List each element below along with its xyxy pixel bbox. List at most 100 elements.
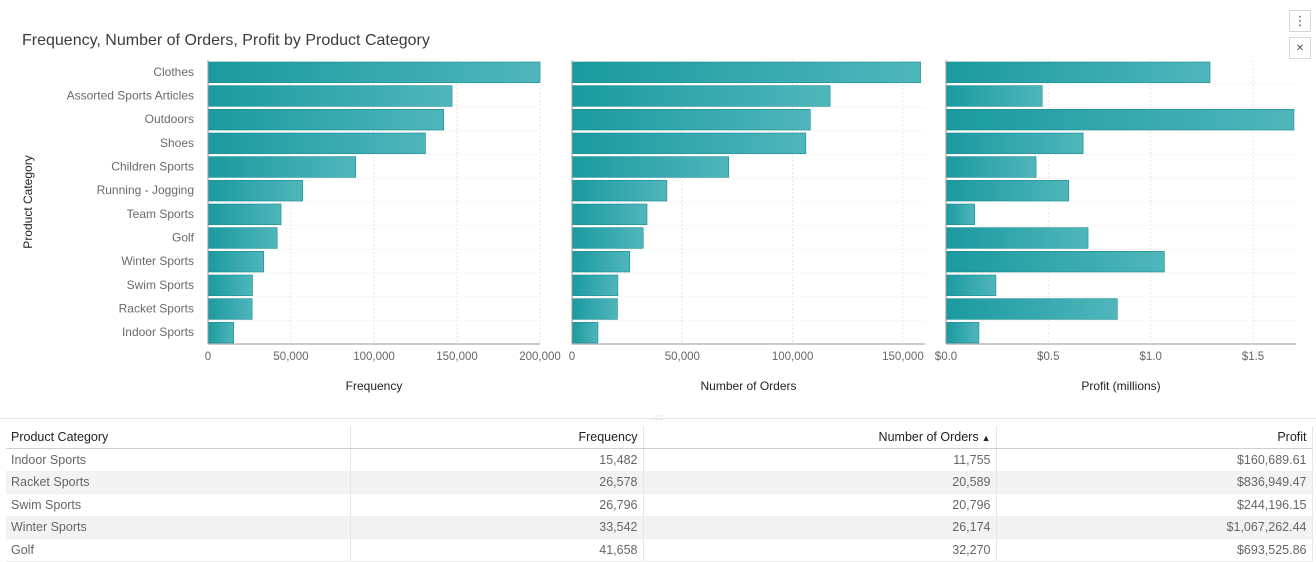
category-label: Outdoors — [145, 112, 194, 126]
bar — [571, 227, 644, 249]
cell-orders: 20,589 — [643, 471, 997, 494]
cell-frequency: 26,578 — [350, 471, 644, 494]
table-row[interactable]: Golf 41,658 32,270 $693,525.86 — [6, 538, 1313, 562]
x-axis-title: Frequency — [346, 379, 403, 393]
x-axis-title: Number of Orders — [700, 379, 796, 393]
bar — [207, 322, 235, 344]
bar — [945, 274, 997, 296]
tick-label: 100,000 — [772, 351, 814, 363]
cell-category: Indoor Sports — [6, 448, 351, 472]
y-axis-title: Product Category — [21, 155, 35, 248]
tick-label: 200,000 — [519, 351, 561, 363]
bar — [945, 132, 1084, 154]
bar — [207, 109, 445, 131]
cell-frequency: 26,796 — [350, 493, 644, 517]
cell-orders: 20,796 — [643, 493, 997, 517]
chart-title: Frequency, Number of Orders, Profit by P… — [22, 32, 430, 49]
cell-orders: 11,755 — [643, 448, 997, 472]
bar — [945, 298, 1118, 320]
bar — [571, 156, 729, 178]
tick-label: 100,000 — [353, 351, 395, 363]
bar — [207, 227, 278, 249]
bar — [571, 322, 599, 344]
tick-label: 50,000 — [665, 351, 700, 363]
bar — [207, 156, 357, 178]
category-label: Running - Jogging — [97, 183, 194, 197]
tick-label: 50,000 — [273, 351, 308, 363]
more-vertical-icon: ⋮ — [1293, 13, 1307, 28]
table-row[interactable]: Swim Sports 26,796 20,796 $244,196.15 — [6, 493, 1313, 517]
bar — [945, 227, 1089, 249]
more-options-button[interactable]: ⋮ — [1289, 10, 1311, 32]
bar — [571, 251, 631, 273]
bar — [945, 322, 980, 344]
cell-profit: $836,949.47 — [996, 471, 1313, 494]
column-header-number-of-orders[interactable]: Number of Orders ▲ — [643, 426, 997, 449]
table-row[interactable]: Racket Sports 26,578 20,589 $836,949.47 — [6, 471, 1313, 494]
maximize-icon: ✕ — [1295, 42, 1305, 54]
bar — [945, 203, 975, 225]
tick-label: 150,000 — [436, 351, 478, 363]
cell-profit: $1,067,262.44 — [996, 516, 1313, 539]
cell-frequency: 15,482 — [350, 448, 644, 472]
data-table: Product Category Frequency Number of Ord… — [6, 426, 1313, 562]
cell-orders: 32,270 — [643, 538, 997, 562]
maximize-button[interactable]: ✕ — [1289, 37, 1311, 59]
panel-splitter[interactable] — [0, 418, 1316, 419]
tick-label: 0 — [205, 351, 211, 363]
bar — [207, 203, 282, 225]
splitter-grip-icon[interactable]: :::: — [653, 413, 663, 422]
bar — [945, 251, 1165, 273]
bar — [207, 180, 303, 202]
table-row[interactable]: Winter Sports 33,542 26,174 $1,067,262.4… — [6, 516, 1313, 539]
category-label: Racket Sports — [119, 302, 194, 316]
category-label: Clothes — [153, 65, 194, 79]
cell-orders: 26,174 — [643, 516, 997, 539]
bar — [945, 109, 1295, 131]
tick-label: 0 — [569, 351, 575, 363]
bar — [571, 109, 811, 131]
cell-category: Golf — [6, 538, 351, 562]
cell-category: Winter Sports — [6, 516, 351, 539]
bar — [571, 298, 618, 320]
column-header-product-category[interactable]: Product Category — [6, 426, 351, 449]
tick-label: 150,000 — [882, 351, 924, 363]
bar — [945, 85, 1043, 107]
x-axis-title: Profit (millions) — [1081, 379, 1160, 393]
category-label: Golf — [172, 231, 195, 245]
bar — [207, 85, 453, 107]
bar — [945, 156, 1037, 178]
tick-label: $1.0 — [1139, 351, 1161, 363]
table-row[interactable]: Indoor Sports 15,482 11,755 $160,689.61 — [6, 448, 1313, 472]
category-label: Swim Sports — [127, 278, 194, 292]
bar — [207, 251, 264, 273]
sort-ascending-icon: ▲ — [981, 433, 991, 443]
bar — [207, 132, 426, 154]
tick-label: $0.0 — [935, 351, 957, 363]
bar — [571, 85, 831, 107]
bar — [571, 132, 807, 154]
category-label: Winter Sports — [121, 254, 194, 268]
bar — [571, 274, 619, 296]
bar — [945, 61, 1211, 83]
cell-category: Swim Sports — [6, 493, 351, 517]
column-header-profit[interactable]: Profit — [996, 426, 1313, 449]
bar — [571, 180, 668, 202]
cell-frequency: 41,658 — [350, 538, 644, 562]
column-header-frequency[interactable]: Frequency — [350, 426, 644, 449]
cell-frequency: 33,542 — [350, 516, 644, 539]
cell-profit: $244,196.15 — [996, 493, 1313, 517]
bar-charts: Product Category Clothes Assorted Sports A… — [21, 60, 1296, 393]
category-label: Indoor Sports — [122, 325, 194, 339]
bar — [945, 180, 1070, 202]
bar — [571, 61, 921, 83]
cell-profit: $693,525.86 — [996, 538, 1313, 562]
category-label: Children Sports — [111, 160, 194, 174]
cell-category: Racket Sports — [6, 471, 351, 494]
tick-label: $0.5 — [1037, 351, 1059, 363]
tick-label: $1.5 — [1242, 351, 1264, 363]
category-label: Assorted Sports Articles — [67, 89, 194, 103]
bar — [207, 61, 541, 83]
bar — [571, 203, 648, 225]
bar — [207, 298, 253, 320]
